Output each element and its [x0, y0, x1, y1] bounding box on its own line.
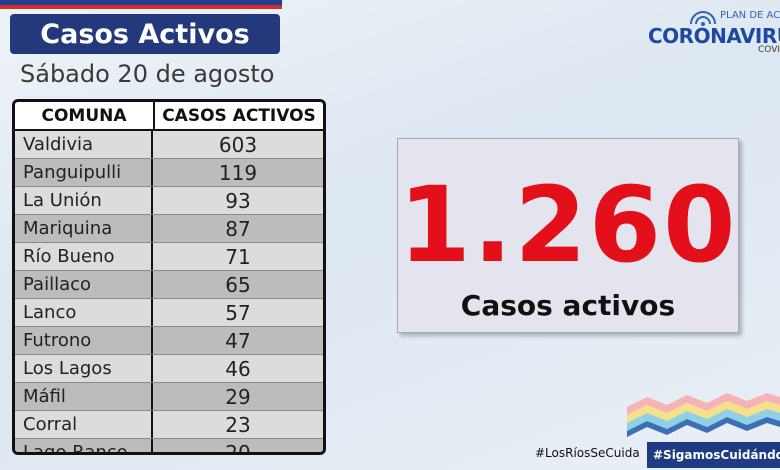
logo-covid-text: COVID	[758, 45, 780, 55]
date-subtitle: Sábado 20 de agosto	[20, 60, 275, 88]
cell-comuna: Lago Ranco	[15, 439, 153, 452]
header-casos: CASOS ACTIVOS	[162, 105, 316, 126]
table-row: La Unión 93	[15, 187, 323, 215]
cell-comuna: Panguipulli	[15, 159, 153, 186]
cases-table: COMUNA CASOS ACTIVOS Valdivia 603 Panguip…	[12, 99, 326, 455]
cell-casos: 57	[225, 300, 251, 325]
cell-comuna: Los Lagos	[15, 355, 153, 382]
cell-casos: 71	[225, 244, 251, 269]
table-row: Mariquina 87	[15, 215, 323, 243]
table-row: Los Lagos 46	[15, 355, 323, 383]
table-row: Máfil 29	[15, 383, 323, 411]
cell-casos: 20	[225, 440, 251, 455]
logo-plan-text: PLAN DE ACCIÓ	[720, 10, 780, 21]
logo-main-text: CORONAVIRU	[648, 24, 780, 48]
table-row: Corral 23	[15, 411, 323, 439]
cell-casos: 29	[225, 384, 251, 409]
cell-casos: 87	[225, 216, 251, 241]
cell-casos: 93	[225, 188, 251, 213]
cell-comuna: Río Bueno	[15, 243, 153, 270]
cell-casos: 603	[218, 132, 258, 157]
table-body: Valdivia 603 Panguipulli 119 La Unión 93 Ma…	[15, 131, 323, 455]
cell-casos: 119	[218, 160, 258, 185]
cell-comuna: Máfil	[15, 383, 153, 410]
cell-comuna: Paillaco	[15, 271, 153, 298]
table-row: Paillaco 65	[15, 271, 323, 299]
stripe-red	[0, 5, 282, 9]
table-row: Lago Ranco 20	[15, 439, 323, 455]
hashtag-los-rios: #LosRíosSeCuida	[535, 446, 640, 460]
hashtag-sigamos: #SigamosCuidándon	[647, 442, 780, 468]
cell-casos: 46	[225, 356, 251, 381]
total-label: Casos activos	[460, 289, 676, 322]
table-row: Panguipulli 119	[15, 159, 323, 187]
cell-comuna: Futrono	[15, 327, 153, 354]
coronavirus-logo: PLAN DE ACCIÓ CORONAVIRU COVID	[646, 8, 780, 58]
rainbow-waves-decoration	[627, 393, 780, 437]
table-row: Futrono 47	[15, 327, 323, 355]
cell-comuna: Lanco	[15, 299, 153, 326]
top-flag-stripe	[0, 0, 282, 10]
table-row: Valdivia 603	[15, 131, 323, 159]
cell-comuna: Mariquina	[15, 215, 153, 242]
page-title: Casos Activos	[10, 14, 280, 54]
virus-logo-icon	[690, 11, 716, 26]
total-number: 1.260	[398, 164, 738, 286]
cell-casos: 47	[225, 328, 251, 353]
table-row: Lanco 57	[15, 299, 323, 327]
stripe-blue	[0, 0, 282, 5]
cell-comuna: La Unión	[15, 187, 153, 214]
total-card: 1.260 Casos activos	[397, 138, 739, 333]
cell-casos: 65	[225, 272, 251, 297]
cell-casos: 23	[225, 412, 251, 437]
table-row: Río Bueno 71	[15, 243, 323, 271]
cell-comuna: Corral	[15, 411, 153, 438]
cell-comuna: Valdivia	[15, 131, 153, 158]
table-header: COMUNA CASOS ACTIVOS	[15, 102, 323, 131]
header-comuna: COMUNA	[15, 102, 155, 129]
